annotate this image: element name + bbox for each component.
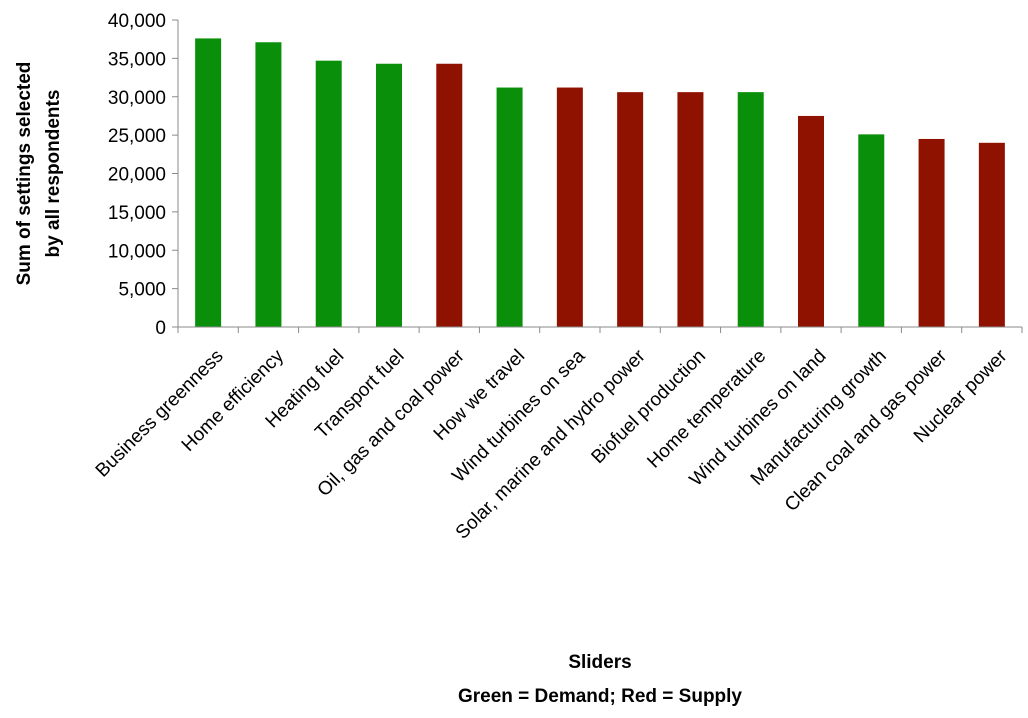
axes xyxy=(177,20,1023,333)
y-tick-label: 20,000 xyxy=(108,165,166,186)
y-tick-label: 5,000 xyxy=(118,280,166,301)
bar-oil-gas-and-coal-power xyxy=(436,63,463,328)
y-tick-label: 30,000 xyxy=(108,88,166,109)
y-tick-label: 35,000 xyxy=(108,49,166,70)
bar-heating-fuel xyxy=(315,60,342,328)
y-tick-label: 15,000 xyxy=(108,203,166,224)
bar-manufacturing-growth xyxy=(858,134,885,327)
bar-home-temperature xyxy=(737,92,764,328)
bar-biofuel-production xyxy=(677,92,704,328)
x-category-label: Biofuel production xyxy=(588,346,710,468)
bar-clean-coal-and-gas-power xyxy=(918,138,945,327)
y-axis-title-line-1: Sum of settings selected xyxy=(14,62,35,286)
bar-business-greenness xyxy=(195,38,222,328)
bar-solar-marine-and-hydro-power xyxy=(617,92,644,328)
x-axis-title: Sliders xyxy=(568,652,631,673)
bar-transport-fuel xyxy=(376,63,402,328)
y-tick-label: 40,000 xyxy=(108,11,166,32)
bars xyxy=(195,38,1005,328)
bar-wind-turbines-on-land xyxy=(798,115,824,327)
bar-home-efficiency xyxy=(255,42,282,327)
y-tick-label: 25,000 xyxy=(108,126,166,147)
x-category-label: Home efficiency xyxy=(178,345,289,456)
y-tick-label: 10,000 xyxy=(108,241,166,262)
y-axis-title-line-2: by all respondents xyxy=(43,90,64,258)
y-axis-ticks: 0 5,000 10,000 15,000 20,000 25,000 30,000 35,0… xyxy=(108,11,178,339)
x-axis-subtitle: Green = Demand; Red = Supply xyxy=(458,686,742,707)
bar-wind-turbines-on-sea xyxy=(556,87,583,327)
bar-nuclear-power xyxy=(978,142,1005,327)
bar-how-we-travel xyxy=(496,87,523,327)
y-tick-label: 0 xyxy=(155,318,166,339)
